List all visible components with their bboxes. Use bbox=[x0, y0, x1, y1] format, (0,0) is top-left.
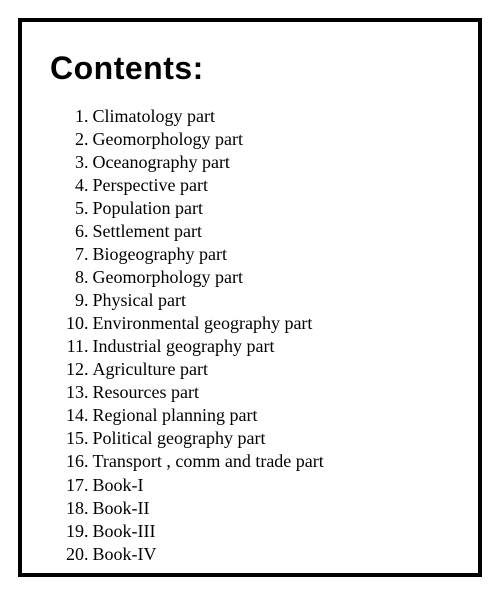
contents-item: 2.Geomorphology part bbox=[50, 128, 450, 151]
item-label: Climatology part bbox=[93, 105, 451, 128]
contents-heading: Contents: bbox=[50, 50, 450, 87]
item-separator: . bbox=[84, 243, 93, 266]
item-separator: . bbox=[84, 174, 93, 197]
contents-item: 9.Physical part bbox=[50, 289, 450, 312]
contents-item: 14.Regional planning part bbox=[50, 404, 450, 427]
contents-item: 19.Book-III bbox=[50, 520, 450, 543]
contents-list: 1.Climatology part2.Geomorphology part3.… bbox=[50, 105, 450, 566]
contents-item: 8.Geomorphology part bbox=[50, 266, 450, 289]
item-number: 18 bbox=[50, 497, 84, 520]
item-separator: . bbox=[84, 335, 93, 358]
item-separator: . bbox=[84, 128, 93, 151]
item-separator: . bbox=[84, 474, 93, 497]
page: Contents: 1.Climatology part2.Geomorphol… bbox=[0, 0, 500, 595]
item-number: 8 bbox=[50, 266, 84, 289]
item-number: 7 bbox=[50, 243, 84, 266]
item-number: 19 bbox=[50, 520, 84, 543]
contents-item: 4.Perspective part bbox=[50, 174, 450, 197]
item-number: 9 bbox=[50, 289, 84, 312]
item-separator: . bbox=[84, 105, 93, 128]
item-label: Population part bbox=[93, 197, 451, 220]
item-label: Book-III bbox=[93, 520, 451, 543]
item-separator: . bbox=[84, 381, 93, 404]
item-separator: . bbox=[84, 427, 93, 450]
item-number: 4 bbox=[50, 174, 84, 197]
item-number: 5 bbox=[50, 197, 84, 220]
contents-item: 12.Agriculture part bbox=[50, 358, 450, 381]
item-separator: . bbox=[84, 266, 93, 289]
item-label: Oceanography part bbox=[93, 151, 451, 174]
item-number: 15 bbox=[50, 427, 84, 450]
item-label: Geomorphology part bbox=[93, 266, 451, 289]
item-separator: . bbox=[84, 197, 93, 220]
contents-item: 17.Book-I bbox=[50, 474, 450, 497]
contents-item: 20.Book-IV bbox=[50, 543, 450, 566]
item-label: Book-II bbox=[93, 497, 451, 520]
item-number: 13 bbox=[50, 381, 84, 404]
item-number: 12 bbox=[50, 358, 84, 381]
item-label: Geomorphology part bbox=[93, 128, 451, 151]
item-label: Book-I bbox=[93, 474, 451, 497]
item-separator: . bbox=[84, 497, 93, 520]
item-label: Regional planning part bbox=[93, 404, 451, 427]
item-number: 17 bbox=[50, 474, 84, 497]
item-separator: . bbox=[84, 151, 93, 174]
item-separator: . bbox=[84, 543, 93, 566]
contents-item: 16.Transport , comm and trade part bbox=[50, 450, 450, 473]
item-number: 14 bbox=[50, 404, 84, 427]
item-number: 2 bbox=[50, 128, 84, 151]
item-label: Biogeography part bbox=[93, 243, 451, 266]
item-number: 10 bbox=[50, 312, 84, 335]
contents-item: 13.Resources part bbox=[50, 381, 450, 404]
item-label: Industrial geography part bbox=[93, 335, 451, 358]
item-separator: . bbox=[84, 520, 93, 543]
contents-item: 5.Population part bbox=[50, 197, 450, 220]
item-label: Political geography part bbox=[93, 427, 451, 450]
contents-item: 6.Settlement part bbox=[50, 220, 450, 243]
contents-item: 1.Climatology part bbox=[50, 105, 450, 128]
item-number: 3 bbox=[50, 151, 84, 174]
contents-item: 11.Industrial geography part bbox=[50, 335, 450, 358]
item-number: 1 bbox=[50, 105, 84, 128]
item-label: Agriculture part bbox=[93, 358, 451, 381]
item-separator: . bbox=[84, 450, 93, 473]
item-number: 6 bbox=[50, 220, 84, 243]
item-separator: . bbox=[84, 312, 93, 335]
item-number: 11 bbox=[50, 335, 84, 358]
content-frame: Contents: 1.Climatology part2.Geomorphol… bbox=[18, 18, 482, 577]
item-label: Transport , comm and trade part bbox=[93, 450, 451, 473]
contents-item: 15.Political geography part bbox=[50, 427, 450, 450]
item-label: Perspective part bbox=[93, 174, 451, 197]
item-label: Environmental geography part bbox=[93, 312, 451, 335]
item-number: 16 bbox=[50, 450, 84, 473]
contents-item: 10.Environmental geography part bbox=[50, 312, 450, 335]
contents-item: 3.Oceanography part bbox=[50, 151, 450, 174]
item-label: Physical part bbox=[93, 289, 451, 312]
item-separator: . bbox=[84, 220, 93, 243]
contents-item: 18.Book-II bbox=[50, 497, 450, 520]
item-separator: . bbox=[84, 358, 93, 381]
item-label: Book-IV bbox=[93, 543, 451, 566]
contents-item: 7.Biogeography part bbox=[50, 243, 450, 266]
item-separator: . bbox=[84, 289, 93, 312]
item-separator: . bbox=[84, 404, 93, 427]
item-number: 20 bbox=[50, 543, 84, 566]
item-label: Settlement part bbox=[93, 220, 451, 243]
item-label: Resources part bbox=[93, 381, 451, 404]
